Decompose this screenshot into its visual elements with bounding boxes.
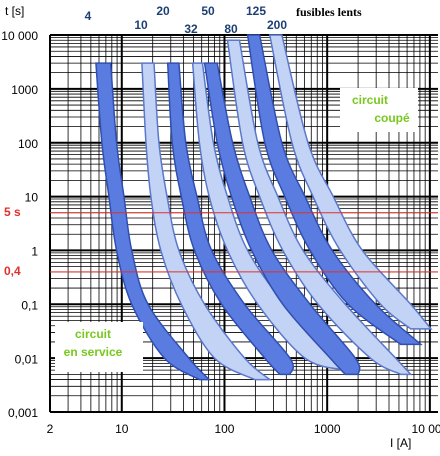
legend-text: en service	[64, 345, 123, 359]
legend-text: coupé	[374, 111, 410, 125]
y-tick-label: 1000	[11, 83, 38, 97]
series-label: 10	[134, 18, 148, 32]
bands	[95, 34, 433, 381]
fuse-band	[203, 62, 361, 376]
series-label: 200	[267, 18, 287, 32]
fuse-band	[268, 34, 433, 330]
y-tick-label: 10	[25, 191, 39, 205]
legend-text: circuit	[75, 327, 111, 341]
y-tick-label: 0,01	[15, 352, 39, 366]
series-label: 32	[184, 22, 198, 36]
reference-label: 0,4	[4, 264, 21, 278]
series-label: 125	[246, 4, 266, 18]
x-tick-label: 2	[47, 422, 54, 436]
y-tick-label: 0,1	[21, 298, 38, 312]
x-tick-label: 10 000	[412, 422, 440, 436]
series-label: 50	[201, 4, 215, 18]
series-label: 4	[85, 9, 92, 23]
series-label: 80	[224, 22, 238, 36]
y-tick-label: 1	[31, 245, 38, 259]
fuse-band	[226, 39, 413, 376]
y-tick-label: 0,001	[8, 406, 38, 420]
x-axis-label: I [A]	[390, 436, 411, 450]
y-tick-label: 100	[18, 137, 38, 151]
legend-text: circuit	[352, 93, 388, 107]
reference-label: 5 s	[4, 205, 21, 219]
legend-box	[55, 322, 143, 372]
x-tick-label: 10	[115, 422, 129, 436]
overlay: 10 000 1000 100 10 1 0,1 0,01 0,001 2 10 100 1000 10…	[1, 4, 440, 436]
legend-box	[340, 88, 418, 132]
fuse-band	[141, 62, 272, 381]
series-label: 20	[156, 4, 170, 18]
fuse-band	[166, 62, 295, 376]
note: fusibles lents	[296, 5, 362, 19]
x-tick-label: 1000	[314, 422, 341, 436]
fuse-band	[95, 62, 211, 381]
y-tick-label: 10 000	[1, 29, 38, 43]
x-tick-label: 100	[214, 422, 234, 436]
y-axis-label: t [s]	[5, 4, 24, 18]
fuse-band	[246, 34, 423, 346]
